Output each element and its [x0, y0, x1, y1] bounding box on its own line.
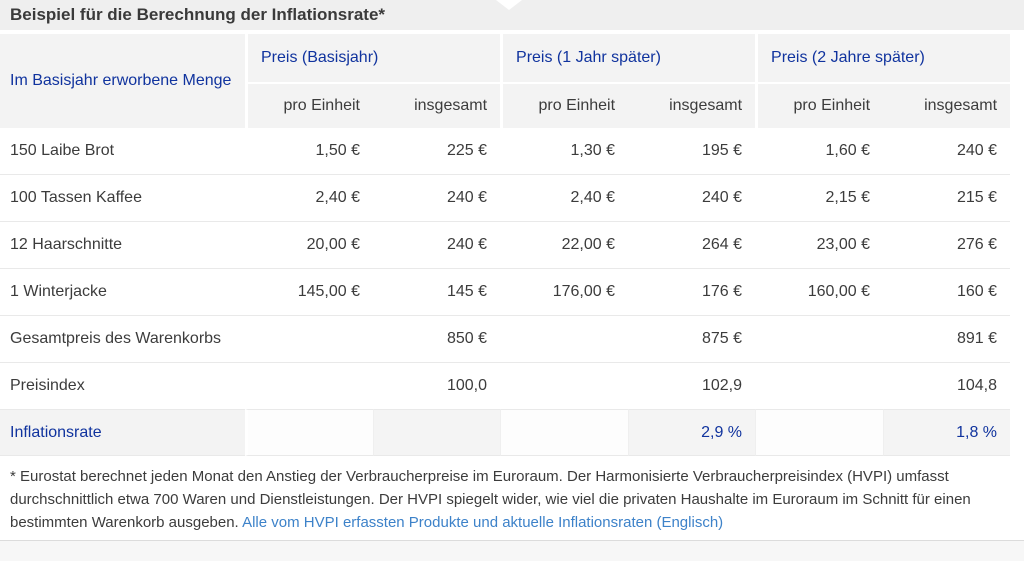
footnote: * Eurostat berechnet jeden Monat den Ans…	[0, 456, 1000, 534]
row-label: 150 Laibe Brot	[0, 128, 245, 174]
cell-total: 195 €	[628, 128, 756, 174]
cell-per-unit: 2,15 €	[755, 174, 884, 221]
cell-per-unit	[500, 409, 629, 456]
cell-per-unit: 2,40 €	[500, 174, 629, 221]
cell-total: 875 €	[628, 315, 756, 362]
cell-total: 276 €	[883, 221, 1011, 268]
cell-total: 145 €	[373, 268, 501, 315]
column-group-base-year: Preis (Basisjahr)	[245, 34, 501, 84]
table-subheader-row: pro Einheit insgesamt pro Einheit insges…	[0, 84, 1011, 128]
cell-total: 240 €	[883, 128, 1011, 174]
cell-per-unit	[755, 409, 884, 456]
active-tab-pointer-icon	[496, 0, 522, 10]
row-label: 12 Haarschnitte	[0, 221, 245, 268]
cell-total: 176 €	[628, 268, 756, 315]
cell-per-unit: 160,00 €	[755, 268, 884, 315]
subheader-total: insgesamt	[883, 84, 1011, 128]
subheader-per-unit: pro Einheit	[500, 84, 629, 128]
cell-per-unit: 22,00 €	[500, 221, 629, 268]
table-row-winter-jacket: 1 Winterjacke 145,00 € 145 € 176,00 € 17…	[0, 268, 1011, 315]
hvpi-products-link[interactable]: Alle vom HVPI erfassten Produkte und akt…	[242, 514, 724, 531]
row-label: Inflationsrate	[0, 409, 245, 456]
cell-total: 891 €	[883, 315, 1011, 362]
cell-per-unit: 20,00 €	[245, 221, 373, 268]
column-group-two-years-later: Preis (2 Jahre später)	[755, 34, 1011, 84]
table-row-haircuts: 12 Haarschnitte 20,00 € 240 € 22,00 € 26…	[0, 221, 1011, 268]
inflation-table: Im Basisjahr erworbene Menge Preis (Basi…	[0, 34, 1011, 456]
table-row-inflation-rate: Inflationsrate 2,9 % 1,8 %	[0, 409, 1011, 456]
cell-total: 240 €	[628, 174, 756, 221]
cell-total	[373, 409, 501, 456]
panel-title-bar: Beispiel für die Berechnung der Inflatio…	[0, 0, 1024, 30]
panel-title: Beispiel für die Berechnung der Inflatio…	[10, 5, 386, 24]
row-label: 1 Winterjacke	[0, 268, 245, 315]
cell-total: 850 €	[373, 315, 501, 362]
cell-total: 1,8 %	[883, 409, 1011, 456]
cell-total: 2,9 %	[628, 409, 756, 456]
cell-total: 102,9	[628, 362, 756, 409]
cell-per-unit: 176,00 €	[500, 268, 629, 315]
row-label: Preisindex	[0, 362, 245, 409]
table-row-coffee: 100 Tassen Kaffee 2,40 € 240 € 2,40 € 24…	[0, 174, 1011, 221]
subheader-per-unit: pro Einheit	[245, 84, 373, 128]
cell-per-unit: 1,50 €	[245, 128, 373, 174]
cell-per-unit	[755, 362, 884, 409]
cell-total: 264 €	[628, 221, 756, 268]
bottom-divider	[0, 540, 1024, 561]
row-label: Gesamtpreis des Warenkorbs	[0, 315, 245, 362]
cell-per-unit	[245, 362, 373, 409]
subheader-total: insgesamt	[373, 84, 501, 128]
cell-per-unit	[755, 315, 884, 362]
column-group-one-year-later: Preis (1 Jahr später)	[500, 34, 756, 84]
inflation-example-panel: Beispiel für die Berechnung der Inflatio…	[0, 0, 1024, 541]
cell-per-unit	[500, 362, 629, 409]
cell-total: 160 €	[883, 268, 1011, 315]
table-group-header-row: Im Basisjahr erworbene Menge Preis (Basi…	[0, 34, 1011, 128]
subheader-per-unit: pro Einheit	[755, 84, 884, 128]
cell-per-unit: 2,40 €	[245, 174, 373, 221]
cell-per-unit: 1,60 €	[755, 128, 884, 174]
cell-total: 104,8	[883, 362, 1011, 409]
table-row-price-index: Preisindex 100,0 102,9 104,8	[0, 362, 1011, 409]
column-header-quantity: Im Basisjahr erworbene Menge	[0, 34, 245, 128]
cell-per-unit: 1,30 €	[500, 128, 629, 174]
cell-total: 215 €	[883, 174, 1011, 221]
footnote-text: * Eurostat berechnet jeden Monat den Ans…	[10, 468, 971, 531]
table-row-bread: 150 Laibe Brot 1,50 € 225 € 1,30 € 195 €…	[0, 128, 1011, 174]
cell-per-unit: 145,00 €	[245, 268, 373, 315]
cell-total: 240 €	[373, 221, 501, 268]
cell-per-unit	[245, 409, 373, 456]
cell-total: 100,0	[373, 362, 501, 409]
cell-per-unit	[500, 315, 629, 362]
cell-total: 240 €	[373, 174, 501, 221]
row-label: 100 Tassen Kaffee	[0, 174, 245, 221]
cell-per-unit	[245, 315, 373, 362]
table-row-basket-total: Gesamtpreis des Warenkorbs 850 € 875 € 8…	[0, 315, 1011, 362]
cell-per-unit: 23,00 €	[755, 221, 884, 268]
cell-total: 225 €	[373, 128, 501, 174]
subheader-total: insgesamt	[628, 84, 756, 128]
